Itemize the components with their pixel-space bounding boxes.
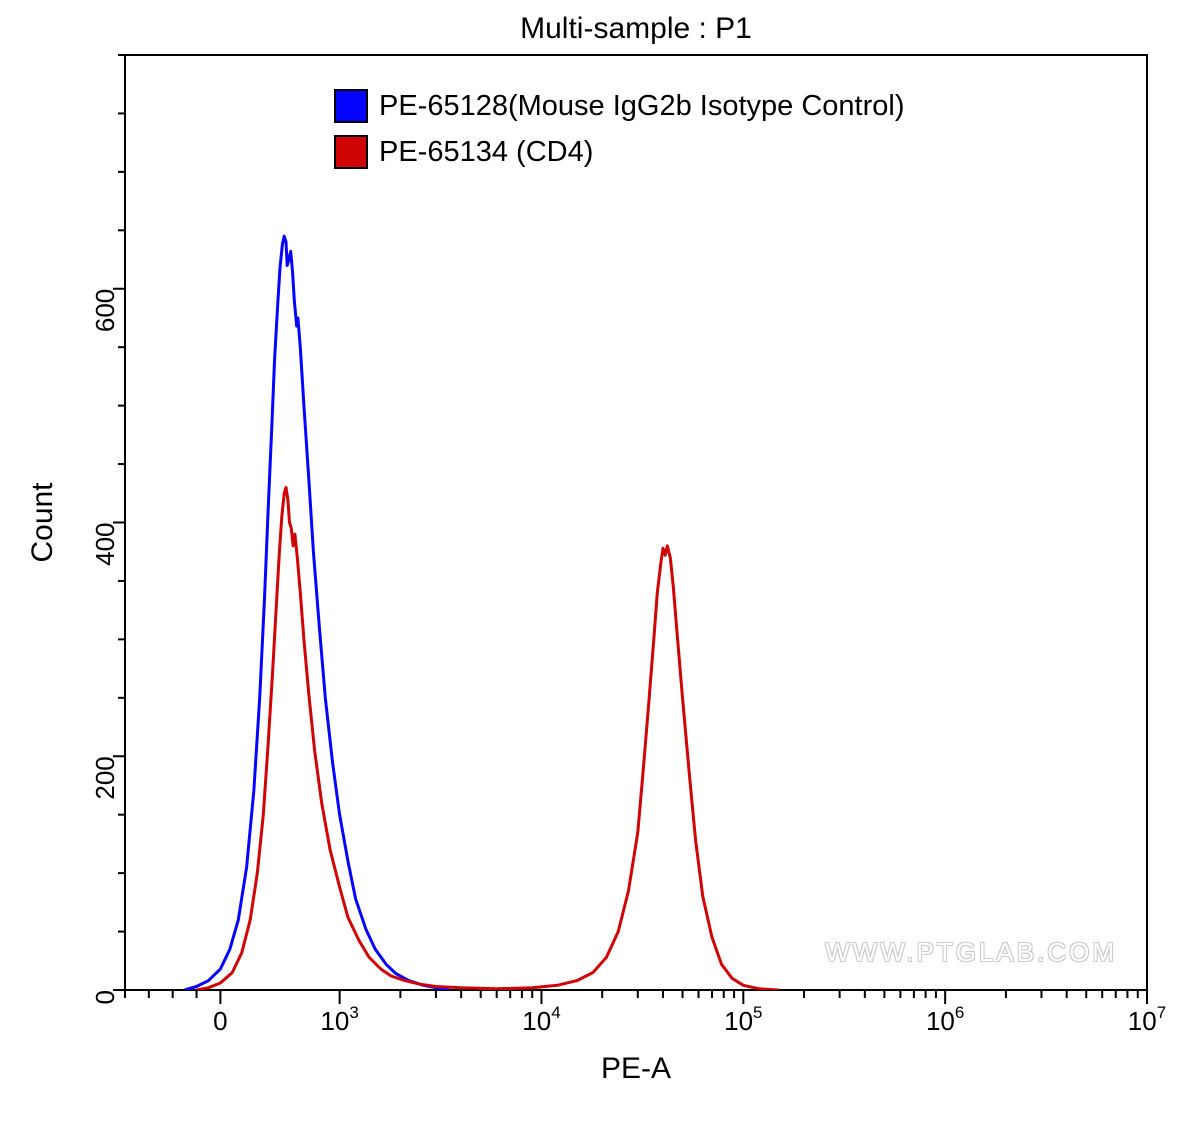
svg-text:400: 400 xyxy=(90,523,120,566)
svg-text:Multi-sample : P1: Multi-sample : P1 xyxy=(520,12,752,45)
svg-text:0: 0 xyxy=(213,1006,227,1036)
chart-container: 0200400600Count0103104105106107PE-AMulti… xyxy=(0,0,1187,1143)
svg-text:PE-65134 (CD4): PE-65134 (CD4) xyxy=(379,136,593,168)
svg-text:PE-65128(Mouse IgG2b Isotype C: PE-65128(Mouse IgG2b Isotype Control) xyxy=(379,90,905,122)
svg-text:PE-A: PE-A xyxy=(601,1052,671,1085)
svg-text:200: 200 xyxy=(90,756,120,799)
svg-text:600: 600 xyxy=(90,289,120,332)
svg-text:0: 0 xyxy=(90,990,120,1004)
svg-text:Count: Count xyxy=(26,482,59,563)
flow-cytometry-histogram: 0200400600Count0103104105106107PE-AMulti… xyxy=(0,0,1187,1143)
